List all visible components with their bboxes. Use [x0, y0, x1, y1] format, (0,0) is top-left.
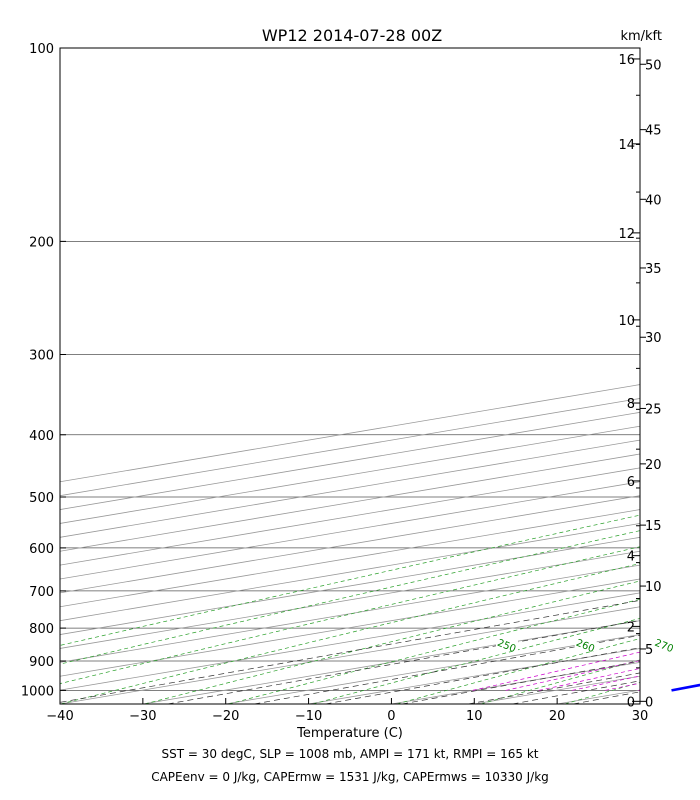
kft-tick-label: 15	[645, 519, 662, 534]
y-tick-label: 700	[29, 585, 54, 600]
dry-adiabat-label-bg	[574, 639, 597, 652]
km-tick-label: 8	[627, 397, 635, 412]
kft-tick-label: 30	[645, 331, 662, 346]
x-tick-label: −40	[46, 709, 73, 724]
mixing-ratio-line	[402, 660, 640, 704]
km-tick-label: 14	[618, 138, 635, 153]
x-axis-label: Temperature (C)	[296, 726, 403, 741]
kft-tick-label: 10	[645, 580, 662, 595]
right-axis-unit-label: km/kft	[620, 29, 662, 44]
y-tick-label: 600	[29, 542, 54, 557]
mixing-ratio-line	[167, 620, 640, 704]
x-tick-label: −30	[129, 709, 156, 724]
isotherm-line	[60, 509, 640, 608]
kft-tick-label: 45	[645, 124, 662, 139]
kft-tick-label: 35	[645, 262, 662, 277]
y-tick-label: 800	[29, 622, 54, 637]
kft-tick-label: 5	[645, 643, 653, 658]
x-tick-label: −20	[212, 709, 239, 724]
plot-frame	[59, 47, 641, 705]
y-tick-label: 1000	[21, 684, 54, 699]
km-tick-label: 10	[618, 314, 635, 329]
dry-adiabat-line	[60, 530, 640, 665]
x-tick-label: −10	[295, 709, 322, 724]
dry-adiabat-line	[312, 618, 640, 704]
mixing-ratio-line	[60, 600, 640, 703]
x-tick-label: 10	[466, 709, 483, 724]
km-tick-label: 4	[627, 550, 635, 565]
footer-line-1: SST = 30 degC, SLP = 1008 mb, AMPI = 171…	[161, 747, 538, 761]
footer-line-2: CAPEenv = 0 J/kg, CAPErmw = 1531 J/kg, C…	[151, 770, 549, 784]
y-tick-label: 400	[29, 429, 54, 444]
mixing-ratio-line	[325, 647, 640, 704]
isotherm-line	[60, 578, 640, 677]
axes: −40 −30 −20 −10 0 10 20 30100200300400500600700…	[21, 42, 662, 724]
kft-tick-label: 0	[645, 695, 653, 710]
y-tick-label: 500	[29, 491, 54, 506]
mixing-ratio-line	[254, 634, 640, 704]
x-tick-label: 30	[632, 709, 649, 724]
y-tick-label: 900	[29, 655, 54, 670]
x-tick-label: 20	[549, 709, 566, 724]
dry-adiabat-label-bg	[653, 639, 676, 652]
isotherm-line	[60, 523, 640, 622]
dry-adiabat-label-bg	[495, 639, 518, 652]
isotherm-line	[60, 550, 640, 649]
plot-area	[60, 48, 640, 704]
kft-tick-label: 50	[645, 58, 662, 73]
y-tick-label: 200	[29, 235, 54, 250]
y-tick-label: 100	[29, 42, 54, 57]
dry-adiabat-line	[60, 563, 640, 704]
dry-adiabat-line	[144, 580, 640, 704]
y-tick-label: 300	[29, 348, 54, 363]
isotherm-line	[60, 592, 640, 691]
km-tick-label: 2	[627, 620, 635, 635]
km-tick-label: 0	[627, 695, 635, 710]
kft-tick-label: 20	[645, 458, 662, 473]
isotherm-line	[60, 564, 640, 663]
chart-title: WP12 2014-07-28 00Z	[262, 26, 442, 45]
kft-tick-label: 25	[645, 402, 662, 417]
km-tick-label: 16	[618, 53, 635, 68]
km-tick-label: 12	[618, 227, 635, 242]
isotherm-line	[60, 536, 640, 635]
kft-tick-label: 40	[645, 193, 662, 208]
x-tick-label: 0	[387, 709, 395, 724]
km-tick-label: 6	[627, 475, 635, 490]
chart-marks: 0.10.41247101681216202428322502602702802…	[495, 638, 700, 692]
